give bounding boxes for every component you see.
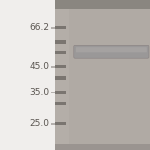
Bar — [55, 102, 66, 105]
Bar — [51, 27, 56, 28]
Text: 45.0: 45.0 — [30, 62, 50, 71]
Bar — [55, 76, 66, 80]
Bar — [55, 0, 150, 150]
Bar — [55, 51, 66, 54]
Text: 35.0: 35.0 — [29, 88, 50, 97]
Bar — [55, 26, 66, 29]
Bar — [51, 92, 56, 93]
FancyBboxPatch shape — [76, 47, 147, 52]
Bar — [55, 40, 66, 44]
Bar — [51, 66, 56, 68]
FancyBboxPatch shape — [74, 45, 149, 58]
Bar — [55, 122, 66, 125]
Bar — [55, 0, 150, 9]
Bar — [55, 65, 66, 68]
Bar — [55, 91, 66, 94]
Bar — [55, 144, 150, 150]
Bar — [69, 0, 150, 150]
Text: 25.0: 25.0 — [30, 119, 50, 128]
Text: 66.2: 66.2 — [30, 23, 50, 32]
Bar — [51, 123, 56, 124]
